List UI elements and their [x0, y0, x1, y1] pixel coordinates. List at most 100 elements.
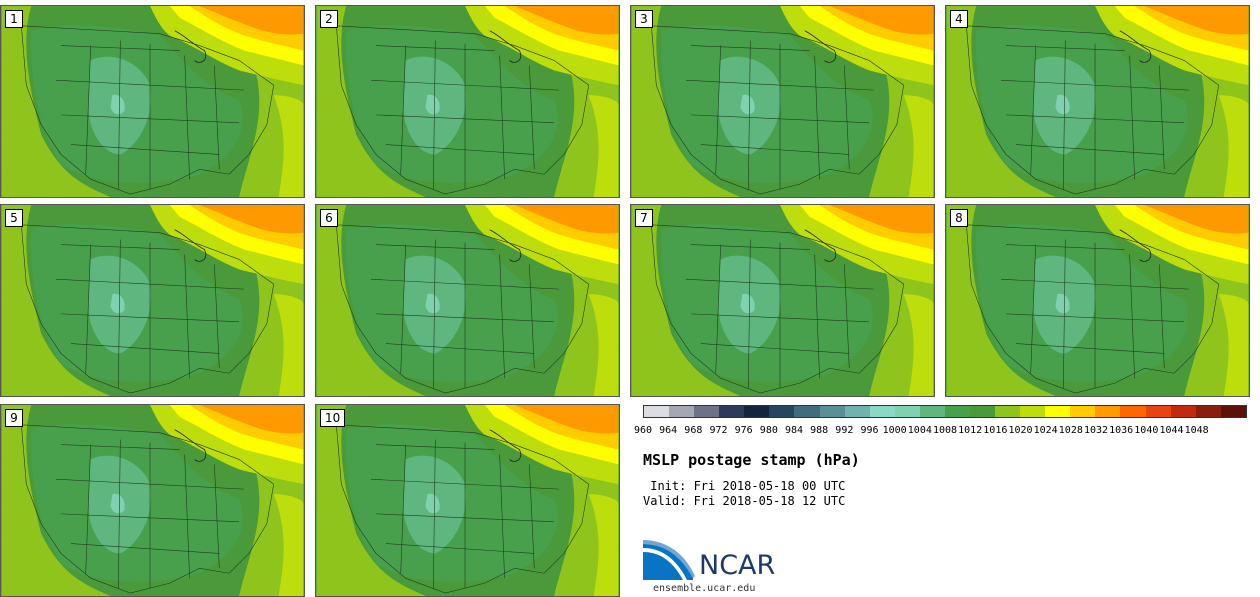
- pressure-band-1020-east: [588, 95, 619, 197]
- map-panel-2: 2: [315, 5, 620, 198]
- mslp-map: [316, 6, 619, 197]
- boundary-line: [400, 444, 406, 574]
- colorbar-swatch: [1145, 406, 1171, 417]
- boundary-line: [336, 424, 590, 594]
- mslp-map: [1, 6, 304, 197]
- colorbar-swatch: [744, 406, 770, 417]
- boundary-line: [85, 45, 91, 175]
- boundary-line: [70, 343, 220, 354]
- colorbar-swatch: [919, 406, 945, 417]
- boundary-line: [433, 40, 436, 190]
- pressure-band-1016: [946, 6, 1056, 197]
- colorbar-tick-label: 988: [810, 425, 829, 436]
- boundary-line: [499, 254, 505, 379]
- colorbar-tick-label: 984: [784, 425, 804, 436]
- pressure-band-1020-east: [588, 494, 619, 596]
- boundary-line: [966, 25, 1220, 195]
- boundary-line: [700, 343, 850, 354]
- map-panel-6: 6: [315, 204, 620, 397]
- great-lakes-outline: [489, 30, 522, 63]
- pressure-band-1020-east: [273, 494, 304, 596]
- boundary-line: [336, 224, 590, 394]
- boundary-line: [1063, 40, 1066, 190]
- boundary-line: [1159, 65, 1165, 170]
- great-lakes-outline: [174, 429, 207, 462]
- colorbar-tick-label: 1028: [1058, 425, 1083, 436]
- boundary-line: [336, 25, 590, 195]
- boundary-line: [748, 40, 751, 190]
- colorbar-swatch: [1020, 406, 1046, 417]
- pressure-band-1016: [946, 205, 1056, 396]
- colorbar-swatch: [894, 406, 920, 417]
- pressure-band-1016: [316, 405, 426, 596]
- mslp-map: [946, 205, 1249, 396]
- colorbar-swatch: [819, 406, 845, 417]
- pressure-band-1020-east: [273, 95, 304, 197]
- panel-number: 5: [5, 209, 23, 227]
- boundary-line: [499, 454, 505, 579]
- pressure-band-1004: [110, 94, 125, 115]
- colorbar-tick-label: 1044: [1159, 425, 1184, 436]
- boundary-line: [499, 55, 505, 180]
- great-lakes-outline: [174, 30, 207, 63]
- colorbar-swatch: [1170, 406, 1196, 417]
- boundary-line: [385, 144, 535, 155]
- pressure-band-1032: [199, 405, 304, 434]
- boundary-line: [844, 65, 850, 170]
- boundary-line: [1030, 244, 1036, 374]
- panel-number: 9: [5, 409, 23, 427]
- pressure-band-1004: [425, 493, 440, 514]
- colorbar-tick-label: 1032: [1083, 425, 1109, 436]
- boundary-line: [184, 254, 190, 379]
- pressure-band-1020-east: [273, 294, 304, 396]
- pressure-band-1016: [1, 405, 111, 596]
- panel-number: 2: [320, 10, 338, 28]
- pressure-band-1032: [514, 405, 619, 434]
- boundary-line: [844, 264, 850, 369]
- colorbar-tick-label: 968: [684, 425, 703, 436]
- boundary-line: [1063, 239, 1066, 389]
- map-panel-8: 8: [945, 204, 1250, 397]
- boundary-line: [529, 264, 535, 369]
- colorbar-ticks: 960 964 968 972 976 980 984 988 992 996 1000 1004 10…: [634, 425, 1247, 439]
- colorbar-tick-label: 1008: [932, 425, 958, 436]
- pressure-band-1016: [631, 205, 741, 396]
- mslp-map: [1, 205, 304, 396]
- boundary-line: [966, 224, 1220, 394]
- pressure-band-1004: [740, 94, 755, 115]
- mslp-map: [946, 6, 1249, 197]
- pressure-band-1032: [514, 6, 619, 35]
- pressure-band-1020-east: [1218, 95, 1249, 197]
- pressure-band-1004: [425, 94, 440, 115]
- colorbar-swatch: [669, 406, 695, 417]
- boundary-line: [1159, 264, 1165, 369]
- colorbar-swatch: [1120, 406, 1146, 417]
- map-panel-5: 5: [0, 204, 305, 397]
- boundary-line: [214, 464, 220, 569]
- great-lakes-outline: [804, 229, 837, 262]
- chart-title: MSLP postage stamp (hPa): [643, 451, 860, 469]
- colorbar-tick-label: 980: [759, 425, 778, 436]
- panel-number: 10: [320, 409, 346, 427]
- pressure-band-1032: [514, 205, 619, 234]
- pressure-band-1020-east: [903, 294, 934, 396]
- colorbar-tick-label: 976: [734, 425, 753, 436]
- pressure-band-1016: [316, 205, 426, 396]
- pressure-band-1020-east: [903, 95, 934, 197]
- init-time: Init: Fri 2018-05-18 00 UTC: [643, 479, 846, 493]
- colorbar-tick-label: 1012: [958, 425, 983, 436]
- panel-number: 6: [320, 209, 338, 227]
- boundary-line: [1129, 55, 1135, 180]
- pressure-band-1032: [829, 6, 934, 35]
- site-url: ensemble.ucar.edu: [653, 583, 756, 594]
- map-panel-9: 9: [0, 404, 305, 597]
- boundary-line: [214, 65, 220, 170]
- great-lakes-outline: [1119, 229, 1152, 262]
- colorbar-swatch: [844, 406, 870, 417]
- colorbar-tick-label: 1004: [907, 425, 932, 436]
- colorbar-tick-label: 960: [633, 425, 653, 436]
- colorbar: [643, 405, 1247, 418]
- pressure-band-1020-east: [1218, 294, 1249, 396]
- boundary-line: [184, 55, 190, 180]
- boundary-line: [85, 444, 91, 574]
